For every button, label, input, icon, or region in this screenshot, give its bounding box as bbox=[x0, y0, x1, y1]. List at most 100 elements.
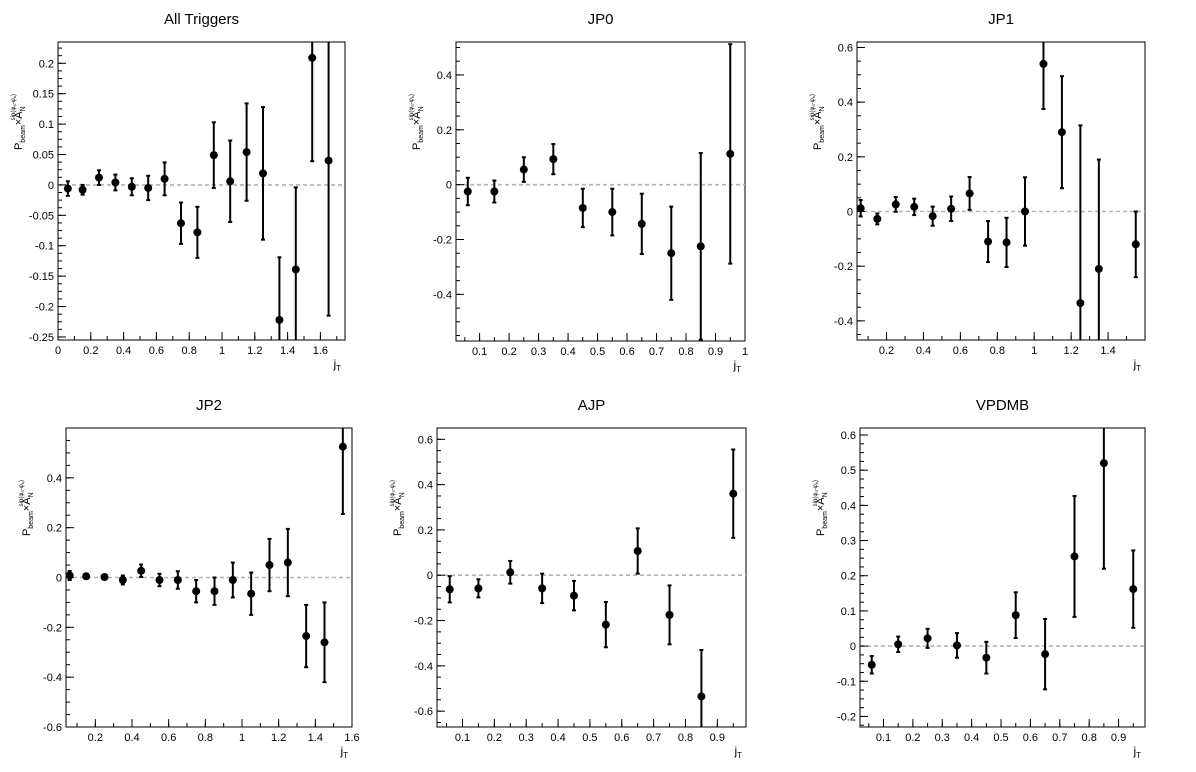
data-point bbox=[177, 201, 185, 245]
x-tick-label: 0.5 bbox=[590, 346, 605, 358]
y-tick-label: -0.2 bbox=[834, 261, 853, 273]
data-point bbox=[923, 627, 932, 649]
data-point bbox=[667, 205, 676, 301]
data-point bbox=[519, 156, 528, 183]
point-marker bbox=[445, 585, 454, 594]
x-tick-label: 0.4 bbox=[116, 345, 131, 357]
point-marker bbox=[118, 575, 127, 584]
data-point bbox=[697, 648, 706, 727]
point-marker bbox=[242, 148, 251, 157]
panel-3: JP1 0.2 0.4 0.6 0.8 1 1.2 1.4 -0.4 -0.2 0 0.2 0.4 0.6… bbox=[810, 11, 1146, 373]
panel-title: VPDMB bbox=[976, 397, 1029, 414]
y-tick-label: -0.4 bbox=[43, 672, 62, 684]
y-tick-label: 0.1 bbox=[841, 606, 856, 618]
y-tick-label: 0.2 bbox=[437, 125, 452, 137]
x-tick-label: 0.7 bbox=[1052, 732, 1067, 744]
y-tick-label: 0.2 bbox=[418, 525, 433, 537]
data-point bbox=[1041, 618, 1050, 691]
x-tick-label: 0.4 bbox=[560, 346, 575, 358]
data-point bbox=[210, 576, 219, 606]
data-point bbox=[226, 139, 235, 224]
x-tick-label: 0.8 bbox=[990, 345, 1005, 357]
point-marker bbox=[856, 204, 865, 213]
y-tick-label: 0 bbox=[48, 180, 54, 192]
data-point bbox=[209, 121, 218, 189]
data-point bbox=[947, 195, 956, 223]
x-tick-label: 0.8 bbox=[182, 345, 197, 357]
point-marker bbox=[729, 489, 738, 498]
data-point bbox=[193, 205, 202, 259]
data-point bbox=[338, 428, 347, 515]
point-marker bbox=[910, 202, 919, 211]
x-tick-label: 0.5 bbox=[582, 732, 597, 744]
y-tick-label: 0.4 bbox=[838, 97, 853, 109]
x-tick-label: 0.4 bbox=[124, 732, 139, 744]
x-tick-label: 0.2 bbox=[83, 345, 98, 357]
plot-frame bbox=[455, 41, 746, 342]
x-tick-label: 1 bbox=[742, 346, 748, 358]
x-tick-label: 0.2 bbox=[501, 346, 516, 358]
point-marker bbox=[608, 208, 617, 217]
point-marker bbox=[1094, 264, 1103, 273]
y-tick-label: 0.1 bbox=[39, 119, 54, 131]
point-marker bbox=[193, 228, 202, 237]
y-axis-label: Pbeam×ANsin(φS-φh) bbox=[813, 480, 829, 536]
x-tick-label: 1 bbox=[219, 345, 225, 357]
y-tick-label: 0 bbox=[850, 641, 856, 653]
point-marker bbox=[1131, 240, 1140, 249]
data-point bbox=[867, 654, 876, 675]
data-point bbox=[291, 186, 300, 340]
data-point bbox=[247, 571, 256, 616]
data-point bbox=[601, 600, 610, 649]
data-point bbox=[891, 196, 900, 213]
x-tick-label: 0.4 bbox=[550, 732, 565, 744]
point-marker bbox=[127, 182, 136, 191]
point-marker bbox=[160, 174, 169, 183]
data-point bbox=[1129, 549, 1138, 629]
data-point bbox=[952, 632, 961, 659]
data-point bbox=[95, 169, 103, 186]
data-point bbox=[569, 579, 578, 612]
data-point bbox=[324, 42, 333, 317]
y-tick-label: -0.2 bbox=[433, 235, 452, 247]
y-tick-label: 0.6 bbox=[841, 430, 856, 442]
point-marker bbox=[1039, 59, 1048, 68]
data-point bbox=[1011, 591, 1020, 640]
x-tick-label: 0.7 bbox=[649, 346, 664, 358]
point-marker bbox=[928, 212, 937, 221]
data-point bbox=[127, 177, 136, 197]
y-tick-label: 0.15 bbox=[33, 89, 54, 101]
point-marker bbox=[474, 584, 483, 593]
x-tick-label: 1.6 bbox=[313, 345, 328, 357]
y-tick-label: -0.25 bbox=[29, 332, 54, 344]
data-point bbox=[265, 537, 274, 593]
point-marker bbox=[320, 638, 329, 647]
data-point bbox=[965, 176, 974, 211]
y-tick-label: -0.1 bbox=[837, 676, 856, 688]
data-point bbox=[578, 187, 587, 229]
x-tick-label: 1.2 bbox=[271, 732, 286, 744]
point-marker bbox=[1002, 238, 1011, 247]
point-marker bbox=[275, 315, 284, 324]
point-marker bbox=[923, 634, 932, 643]
data-point bbox=[1002, 216, 1011, 269]
data-point bbox=[1057, 75, 1066, 190]
data-point bbox=[982, 640, 991, 675]
y-tick-label: 0.4 bbox=[841, 500, 856, 512]
data-point bbox=[100, 573, 109, 582]
plot-frame bbox=[436, 427, 747, 728]
y-tick-label: 0 bbox=[446, 180, 452, 192]
point-marker bbox=[894, 640, 903, 649]
x-tick-label: 0.2 bbox=[88, 732, 103, 744]
point-marker bbox=[155, 575, 164, 584]
y-tick-label: -0.2 bbox=[414, 616, 433, 628]
plot-frame bbox=[856, 41, 1146, 341]
x-tick-label: 0.2 bbox=[487, 732, 502, 744]
point-marker bbox=[177, 219, 185, 228]
panel-4: JP2 0.2 0.4 0.6 0.8 1 1.2 1.4 1.6 -0.6 -0.4 -0.2 0 0.… bbox=[19, 397, 360, 760]
point-marker bbox=[947, 204, 956, 213]
x-tick-label: 0.4 bbox=[964, 732, 979, 744]
x-tick-label: 0.8 bbox=[198, 732, 213, 744]
data-point bbox=[1076, 124, 1085, 340]
point-marker bbox=[1070, 552, 1079, 561]
